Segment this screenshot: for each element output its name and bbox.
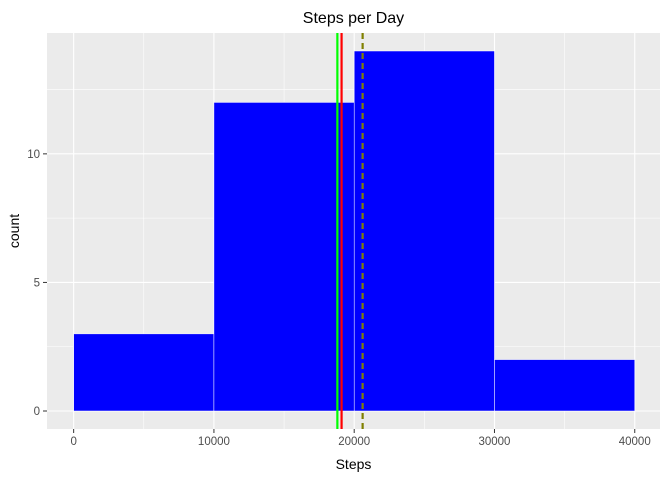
- histogram-bars: [73, 50, 636, 412]
- x-tick-label: 20000: [338, 436, 370, 448]
- histogram-bar: [213, 102, 355, 412]
- histogram-bar: [73, 333, 215, 412]
- x-tick-label: 30000: [478, 436, 510, 448]
- x-tick-label: 0: [70, 436, 76, 448]
- x-tick-label: 40000: [619, 436, 651, 448]
- x-axis-title: Steps: [336, 456, 372, 472]
- y-tick-label: 5: [34, 277, 40, 289]
- reference-lines: [336, 33, 364, 429]
- x-axis-ticks: 0 10000 20000 30000 40000: [70, 429, 651, 448]
- chart-title: Steps per Day: [303, 10, 404, 27]
- y-tick-label: 0: [34, 406, 40, 418]
- x-tick-label: 10000: [198, 436, 230, 448]
- y-axis-ticks: 0 5 10: [27, 149, 47, 418]
- histogram-bar: [353, 50, 495, 412]
- histogram-bar: [494, 359, 636, 412]
- y-tick-label: 10: [27, 149, 40, 161]
- y-axis-title: count: [6, 214, 22, 248]
